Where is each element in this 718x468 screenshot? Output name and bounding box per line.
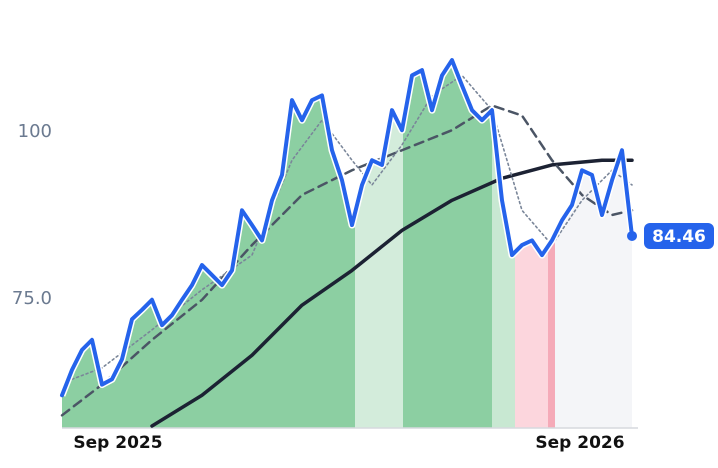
last-value-pill bbox=[644, 222, 714, 249]
series-line bbox=[60, 58, 634, 398]
x-tick-label: Sep 2026 bbox=[535, 433, 624, 453]
last-point bbox=[627, 230, 637, 241]
band bbox=[515, 60, 548, 428]
y-tick-label: 75.0 bbox=[12, 288, 52, 309]
x-tick-label: Sep 2025 bbox=[73, 433, 162, 453]
series-line bbox=[71, 74, 633, 381]
series-line bbox=[150, 158, 634, 428]
band bbox=[355, 60, 403, 428]
band bbox=[548, 60, 555, 428]
last-value-label: 84.46 bbox=[652, 227, 706, 247]
band bbox=[403, 60, 492, 428]
y-tick-label: 100 bbox=[18, 121, 52, 142]
band bbox=[62, 60, 355, 428]
series-line bbox=[60, 104, 634, 417]
